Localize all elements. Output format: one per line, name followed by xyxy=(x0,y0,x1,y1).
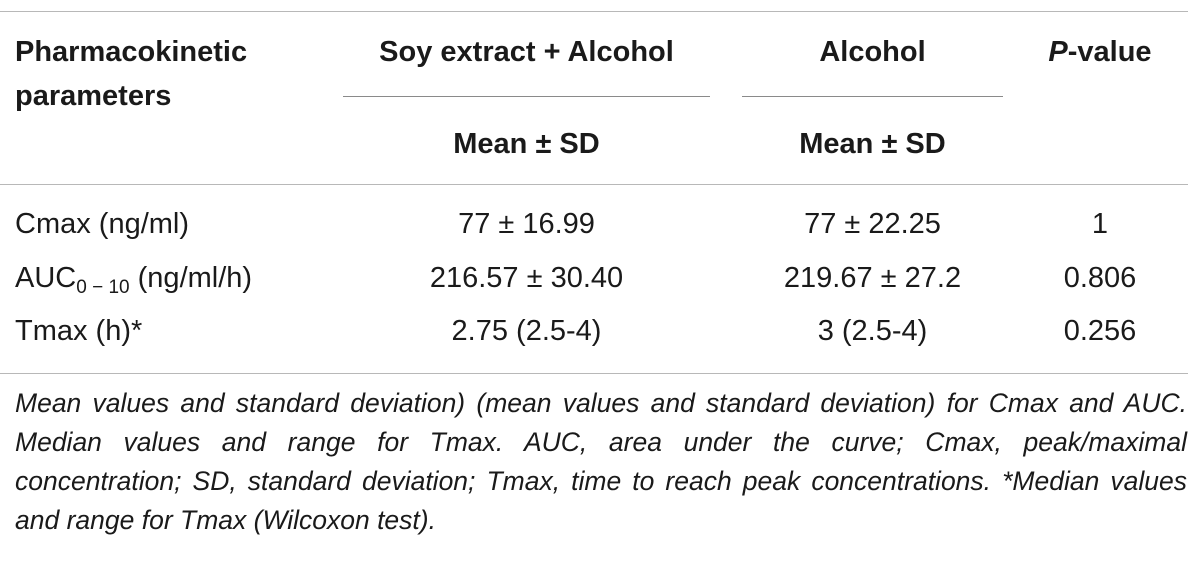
header-bottom-rule xyxy=(0,184,1188,185)
header-underline-group1 xyxy=(343,96,710,97)
subheader-mean-sd-group1: Mean ± SD xyxy=(453,128,600,160)
row-tmax-name-text: Tmax (h)* xyxy=(15,315,143,347)
row-auc-name-text: AUC xyxy=(15,262,77,294)
row-cmax-name: Cmax (ng/ml) xyxy=(15,204,189,244)
header-p-value-italic: P xyxy=(1048,36,1068,68)
table-top-rule xyxy=(0,11,1188,12)
row-cmax-group1: 77 ± 16.99 xyxy=(458,208,595,240)
row-tmax-group2: 3 (2.5-4) xyxy=(817,315,928,347)
row-auc-name: AUC0 − 10 (ng/ml/h) xyxy=(15,258,252,308)
header-p-value-rest: -value xyxy=(1067,36,1152,68)
table-footnote: Mean values and standard deviation) (mea… xyxy=(15,388,1187,535)
row-auc-pvalue: 0.806 xyxy=(1063,262,1137,294)
header-parameter: Pharmacokinetic parameters xyxy=(15,36,248,112)
row-cmax-name-text: Cmax (ng/ml) xyxy=(15,208,190,240)
header-p-value: P-value xyxy=(1010,30,1190,74)
row-cmax-pvalue: 1 xyxy=(1091,208,1109,240)
row-tmax-name: Tmax (h)* xyxy=(15,311,142,351)
row-auc-group2: 219.67 ± 27.2 xyxy=(783,262,962,294)
row-tmax-group1: 2.75 (2.5-4) xyxy=(451,315,602,347)
row-auc-group1: 216.57 ± 30.40 xyxy=(429,262,624,294)
header-soy-extract-alcohol: Soy extract + Alcohol xyxy=(379,36,674,68)
row-cmax-group2: 77 ± 22.25 xyxy=(804,208,941,240)
row-auc-unit: (ng/ml/h) xyxy=(129,262,253,294)
header-underline-group2 xyxy=(742,96,1003,97)
table-bottom-rule xyxy=(0,373,1188,374)
row-auc-subscript: 0 − 10 xyxy=(76,277,130,298)
header-alcohol: Alcohol xyxy=(819,36,926,68)
row-tmax-pvalue: 0.256 xyxy=(1063,315,1137,347)
subheader-mean-sd-group2: Mean ± SD xyxy=(799,128,946,160)
